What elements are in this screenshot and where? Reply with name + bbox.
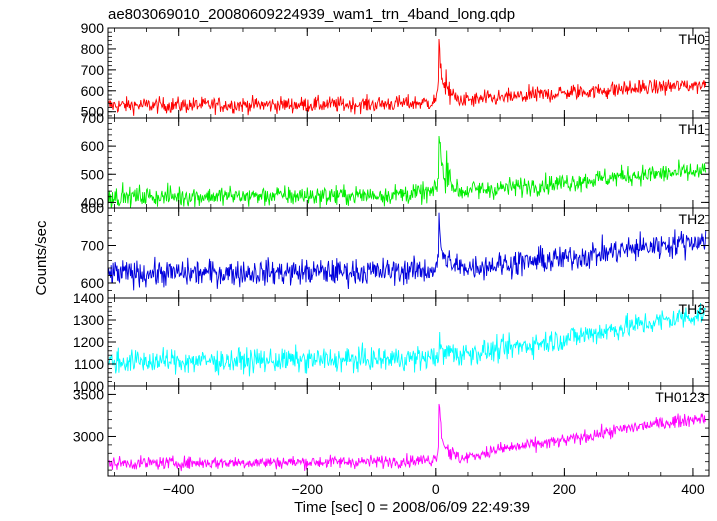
y-tick-label: 1100 [74,356,104,372]
y-tick-label: 800 [81,41,105,57]
panel-th0: 500 600 700 800 900 TH0 [81,20,710,120]
y-tick-label: 700 [81,62,105,78]
y-tick-label: 1000 [73,378,104,394]
panel-th1: 400 500 600 700 TH1 [81,110,710,210]
series-label-th0123: TH0123 [655,389,705,405]
x-tick-label: 0 [432,481,440,497]
series-line-th1 [107,135,707,209]
panel-frame [107,385,710,477]
panel-th0123: 3000 3500 TH0123 [73,385,710,477]
series-line-th0 [107,38,707,116]
x-tick-label: −200 [291,481,323,497]
y-tick-label: 400 [81,194,105,210]
x-tick-label: 200 [553,481,577,497]
panel-th3: 1000 1100 1200 1300 1400 TH3 [73,290,710,394]
x-tick-label: −400 [163,481,195,497]
y-axis-label: Counts/sec [33,220,50,296]
y-tick-label: 3500 [73,386,104,402]
series-label-th3: TH3 [679,301,706,317]
y-tick-label: 500 [81,166,105,182]
series-line-th3 [107,302,707,377]
y-tick-label: 800 [81,200,105,216]
y-tick-label: 500 [81,104,105,120]
x-tick-label: 400 [681,481,705,497]
y-tick-label: 900 [81,20,105,36]
y-tick-label: 1300 [73,312,104,328]
series-label-th2: TH2 [679,211,706,227]
x-axis-label: Time [sec] 0 = 2008/06/09 22:49:39 [294,499,530,516]
y-tick-label: 3000 [73,428,104,444]
y-tick-label: 1400 [73,290,104,306]
panel-frame [107,207,710,299]
y-tick-label: 600 [81,275,105,291]
series-label-th1: TH1 [679,121,706,137]
panels: 500 600 700 800 900 TH0 400 500 600 700 TH1 600 700 8… [73,20,710,477]
series-line-th2 [107,212,707,291]
x-axis: −400 −200 0 200 400 [163,481,705,497]
y-tick-label: 600 [81,138,105,154]
panel-th2: 600 700 800 TH2 [81,200,710,299]
y-tick-label: 600 [81,83,105,99]
panel-frame [107,117,710,209]
panel-frame [107,297,710,387]
y-tick-label: 700 [81,238,105,254]
y-tick-label: 1200 [73,334,104,350]
y-tick-label: 700 [81,110,105,126]
series-label-th0: TH0 [679,31,706,47]
chart-title: ae803069010_20080609224939_wam1_trn_4ban… [108,6,515,23]
series-line-th0123 [107,403,707,472]
